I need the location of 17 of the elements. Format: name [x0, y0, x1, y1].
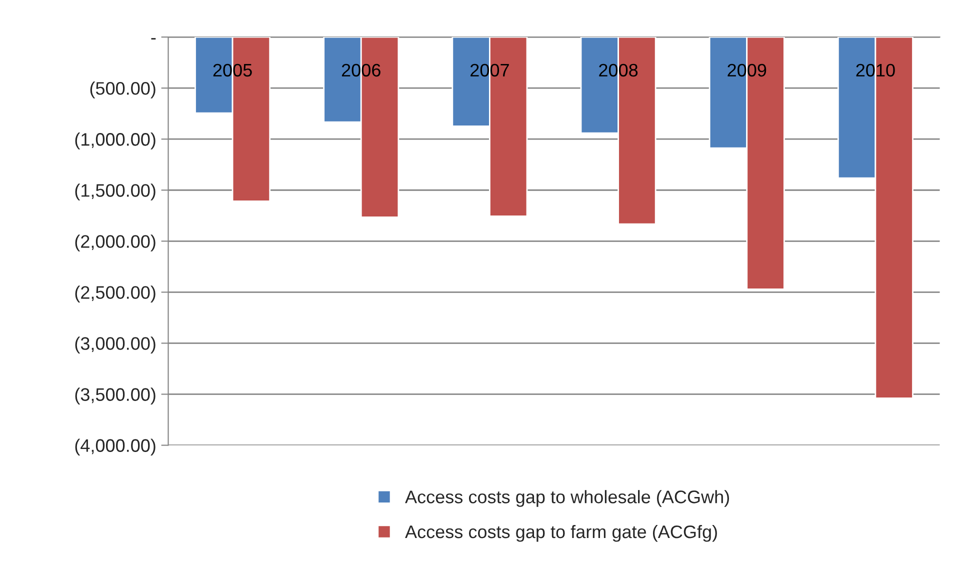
y-tick-label: (2,000.00)	[75, 234, 156, 252]
legend-label: Access costs gap to farm gate (ACGfg)	[405, 524, 717, 542]
y-tick-label: (3,500.00)	[75, 388, 156, 405]
y-tick-label: (4,000.00)	[75, 438, 156, 456]
legend-label: Access costs gap to wholesale (ACGwh)	[405, 490, 729, 507]
y-tick-label: (500.00)	[90, 82, 156, 98]
y-tick-label: (1,000.00)	[75, 132, 156, 150]
y-tick-label: (3,000.00)	[75, 336, 156, 354]
x-tick-label: 2007	[470, 64, 509, 77]
y-tick-label: -	[151, 38, 156, 40]
x-tick-label: 2010	[856, 64, 895, 77]
x-tick-label: 2006	[342, 64, 380, 77]
y-tick-label: (1,500.00)	[75, 184, 156, 200]
x-tick-label: 2009	[728, 64, 766, 77]
y-tick-label: (2,500.00)	[75, 286, 156, 302]
x-tick-label: 2008	[599, 64, 638, 77]
x-tick-label: 2005	[213, 64, 252, 77]
